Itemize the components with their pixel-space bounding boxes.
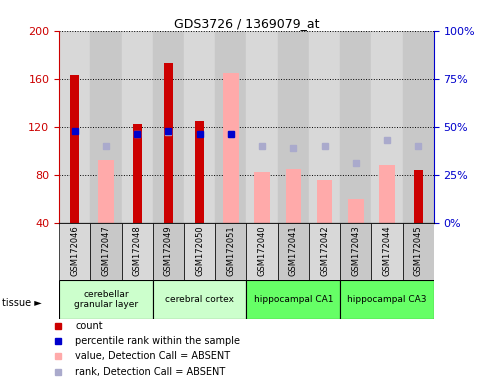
Bar — [278, 223, 309, 280]
Bar — [98, 161, 114, 223]
Bar — [309, 223, 340, 280]
Bar — [254, 172, 270, 223]
Bar — [414, 170, 423, 223]
Bar — [122, 31, 153, 223]
Bar — [317, 180, 332, 223]
Bar — [153, 280, 246, 319]
Bar — [153, 31, 184, 223]
Bar — [59, 31, 90, 223]
Bar — [215, 223, 246, 280]
Bar — [153, 223, 184, 280]
Bar — [246, 31, 278, 223]
Text: GSM172047: GSM172047 — [102, 225, 110, 276]
Text: tissue ►: tissue ► — [2, 298, 42, 308]
Bar — [195, 121, 204, 223]
Bar — [309, 31, 340, 223]
Bar — [133, 124, 142, 223]
Bar — [184, 31, 215, 223]
Bar — [340, 280, 434, 319]
Bar — [340, 31, 371, 223]
Text: hippocampal CA1: hippocampal CA1 — [253, 295, 333, 304]
Bar — [371, 31, 403, 223]
Text: GSM172043: GSM172043 — [352, 225, 360, 276]
Text: rank, Detection Call = ABSENT: rank, Detection Call = ABSENT — [75, 367, 226, 377]
Text: GSM172041: GSM172041 — [289, 225, 298, 276]
Bar — [90, 223, 122, 280]
Text: hippocampal CA3: hippocampal CA3 — [347, 295, 427, 304]
Bar — [164, 63, 173, 223]
Bar — [403, 31, 434, 223]
Text: GSM172049: GSM172049 — [164, 225, 173, 276]
Bar — [215, 31, 246, 223]
Text: GSM172040: GSM172040 — [258, 225, 267, 276]
Bar — [59, 223, 90, 280]
Bar — [59, 280, 153, 319]
Text: value, Detection Call = ABSENT: value, Detection Call = ABSENT — [75, 351, 230, 361]
Bar — [285, 169, 301, 223]
Text: GSM172045: GSM172045 — [414, 225, 423, 276]
Bar — [340, 223, 371, 280]
Bar — [246, 280, 340, 319]
Bar — [403, 223, 434, 280]
Text: GSM172050: GSM172050 — [195, 225, 204, 276]
Text: percentile rank within the sample: percentile rank within the sample — [75, 336, 240, 346]
Bar — [246, 223, 278, 280]
Bar — [184, 223, 215, 280]
Text: cerebellar
granular layer: cerebellar granular layer — [74, 290, 138, 309]
Text: cerebral cortex: cerebral cortex — [165, 295, 234, 304]
Bar — [223, 73, 239, 223]
Bar — [278, 31, 309, 223]
Bar — [90, 31, 122, 223]
Text: GSM172051: GSM172051 — [226, 225, 235, 276]
Bar — [379, 165, 395, 223]
Text: GSM172042: GSM172042 — [320, 225, 329, 276]
Text: count: count — [75, 321, 103, 331]
Text: GSM172048: GSM172048 — [133, 225, 141, 276]
Bar — [122, 223, 153, 280]
Bar — [70, 75, 79, 223]
Text: GSM172044: GSM172044 — [383, 225, 391, 276]
Text: GSM172046: GSM172046 — [70, 225, 79, 276]
Bar — [348, 199, 363, 223]
Bar — [371, 223, 403, 280]
Title: GDS3726 / 1369079_at: GDS3726 / 1369079_at — [174, 17, 319, 30]
